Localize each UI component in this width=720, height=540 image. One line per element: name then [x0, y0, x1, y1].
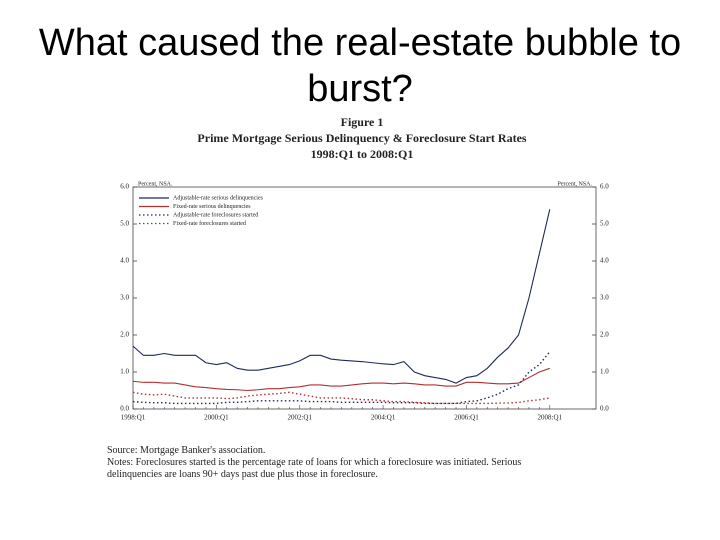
x-tick-label: 2002:Q1	[287, 414, 312, 422]
y2-tick-label: 1.0	[600, 368, 609, 376]
y-tick-label: 3.0	[120, 294, 129, 302]
figure-period: 1998:Q1 to 2008:Q1	[311, 147, 414, 161]
x-tick-label: 2004:Q1	[371, 414, 396, 422]
figure-title: Figure 1	[341, 115, 384, 129]
figure-subtitle: Prime Mortgage Serious Delinquency & For…	[197, 131, 526, 145]
x-tick-label: 2008:Q1	[538, 414, 563, 422]
series-line	[132, 391, 550, 405]
y-tick-label: 6.0	[120, 183, 129, 191]
slide-title: What caused the real-estate bubble to bu…	[38, 22, 682, 110]
y2-tick-label: 6.0	[600, 183, 609, 191]
legend-label: Adjustable-rate foreclosures started	[173, 211, 258, 218]
y-tick-label: 5.0	[120, 220, 129, 228]
y-tick-label: 0.0	[120, 405, 129, 413]
y-tick-label: 1.0	[120, 368, 129, 376]
series-line	[132, 351, 551, 405]
y2-tick-label: 5.0	[600, 220, 609, 228]
x-tick-label: 2006:Q1	[454, 414, 479, 422]
legend-label: Adjustable-rate serious delinquencies	[173, 195, 264, 201]
source: Source: Mortgage Banker's association.	[107, 445, 266, 456]
notes: Notes: Foreclosures started is the perce…	[107, 457, 522, 480]
y2-tick-label: 3.0	[600, 294, 609, 302]
y2-axis-label: Percent, NSA.	[558, 181, 593, 187]
series-line	[132, 367, 550, 392]
y-axis-label: Percent, NSA.	[138, 181, 173, 187]
y2-tick-label: 4.0	[600, 257, 609, 265]
y2-tick-label: 0.0	[600, 405, 609, 413]
legend-label: Fixed-rate serious delinquencies	[173, 204, 251, 210]
y-tick-label: 2.0	[120, 331, 129, 339]
x-tick-label: 2000:Q1	[204, 414, 229, 422]
legend-label: Fixed-rate foreclosures started	[173, 220, 246, 227]
y-tick-label: 4.0	[120, 257, 129, 265]
series-line	[132, 209, 551, 384]
footnotes: Source: Mortgage Banker's association. N…	[107, 445, 577, 481]
y2-tick-label: 2.0	[600, 331, 609, 339]
x-tick-label: 1998:Q1	[121, 414, 146, 422]
